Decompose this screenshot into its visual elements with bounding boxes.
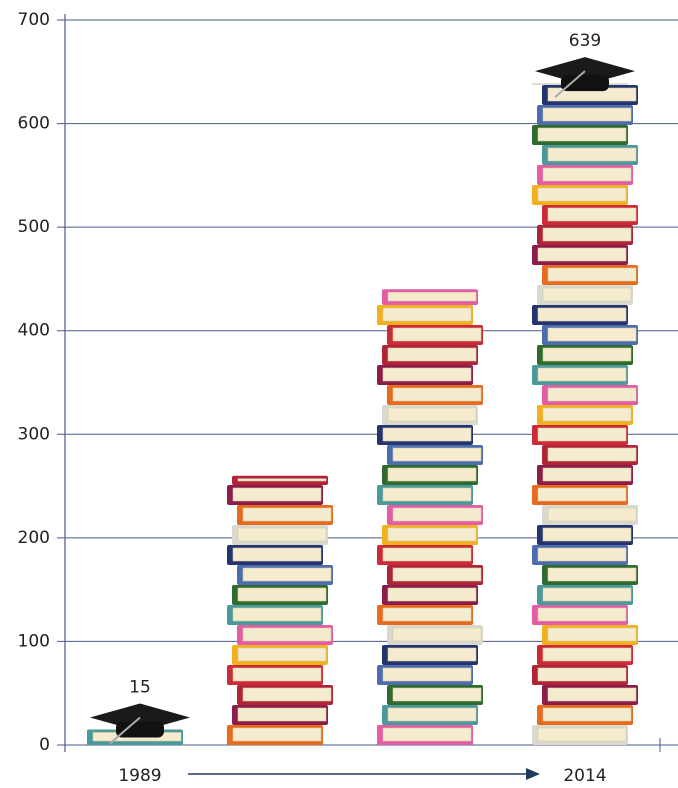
book-pages [392,567,482,582]
book-pages [392,387,482,402]
book-stack [377,289,483,745]
grad-cap-base [116,721,164,738]
grad-tassel [109,716,141,745]
book-pages [537,427,627,442]
book-pages [232,607,322,622]
book-pages [382,607,472,622]
book-pages [237,707,327,722]
x-tick-label: 1989 [118,766,161,786]
book-pages [547,687,637,702]
grad-tassel [554,70,586,98]
book-pages [537,247,627,262]
book-pages [242,687,332,702]
y-tick-label: 500 [18,217,50,237]
book-pages [542,647,632,662]
book-pages [387,291,477,302]
grad-cap-base [561,75,609,92]
arrow-head [526,768,540,780]
book-pages [392,507,482,522]
y-tick-label: 0 [39,735,50,755]
book-pages [387,587,477,602]
book-pages [547,207,637,222]
book-pages [542,467,632,482]
y-tick-label: 100 [18,631,50,651]
book-pages [547,447,637,462]
book-pages [237,587,327,602]
book-pages [232,547,322,562]
book-pages [547,147,637,162]
book-pages [537,727,627,742]
book-pages [382,307,472,322]
book-pages [542,527,632,542]
book-pages [237,527,327,542]
y-tick-label: 700 [18,10,50,30]
y-tick-label: 300 [18,424,50,444]
data-label: 639 [569,31,601,51]
book-pages [237,478,327,482]
book-pages [542,407,632,422]
book-pages [537,187,627,202]
book-pages [537,307,627,322]
book-pages [542,347,632,362]
book-pages [392,627,482,642]
book-pages [387,647,477,662]
book-pages [542,707,632,722]
book-pages [542,167,632,182]
y-tick-label: 600 [18,114,50,134]
book-pages [242,627,332,642]
book-pages [392,327,482,342]
book-pages [232,667,322,682]
y-tick-label: 400 [18,321,50,341]
book-pages [387,467,477,482]
book-pages [232,487,322,502]
book-pages [387,527,477,542]
book-pages [537,547,627,562]
book-stack [227,475,333,745]
book-pages [382,667,472,682]
book-pages [542,287,632,302]
book-pages [537,127,627,142]
book-pages [382,487,472,502]
book-pages [537,367,627,382]
book-pages [547,387,637,402]
book-pages [542,587,632,602]
book-pages [382,727,472,742]
book-pages [382,547,472,562]
book-pages [237,647,327,662]
book-pages [547,267,637,282]
book-pages [392,447,482,462]
book-pages [547,627,637,642]
book-pages [387,407,477,422]
book-pages [537,487,627,502]
x-tick-label: 2014 [563,766,606,786]
book-pages [382,367,472,382]
book-pages [547,567,637,582]
book-pages [392,687,482,702]
book-pages [387,347,477,362]
book-pages [537,607,627,622]
y-tick-label: 200 [18,528,50,548]
book-pages [547,327,637,342]
book-pages [232,727,322,742]
book-pages [382,427,472,442]
book-pages [387,707,477,722]
book-pages [542,107,632,122]
book-pages [242,507,332,522]
book-pages [542,227,632,242]
book-pages [242,567,332,582]
book-stack [532,83,638,745]
data-label: 15 [129,677,151,697]
book-pages [547,507,637,522]
book-pages [537,667,627,682]
